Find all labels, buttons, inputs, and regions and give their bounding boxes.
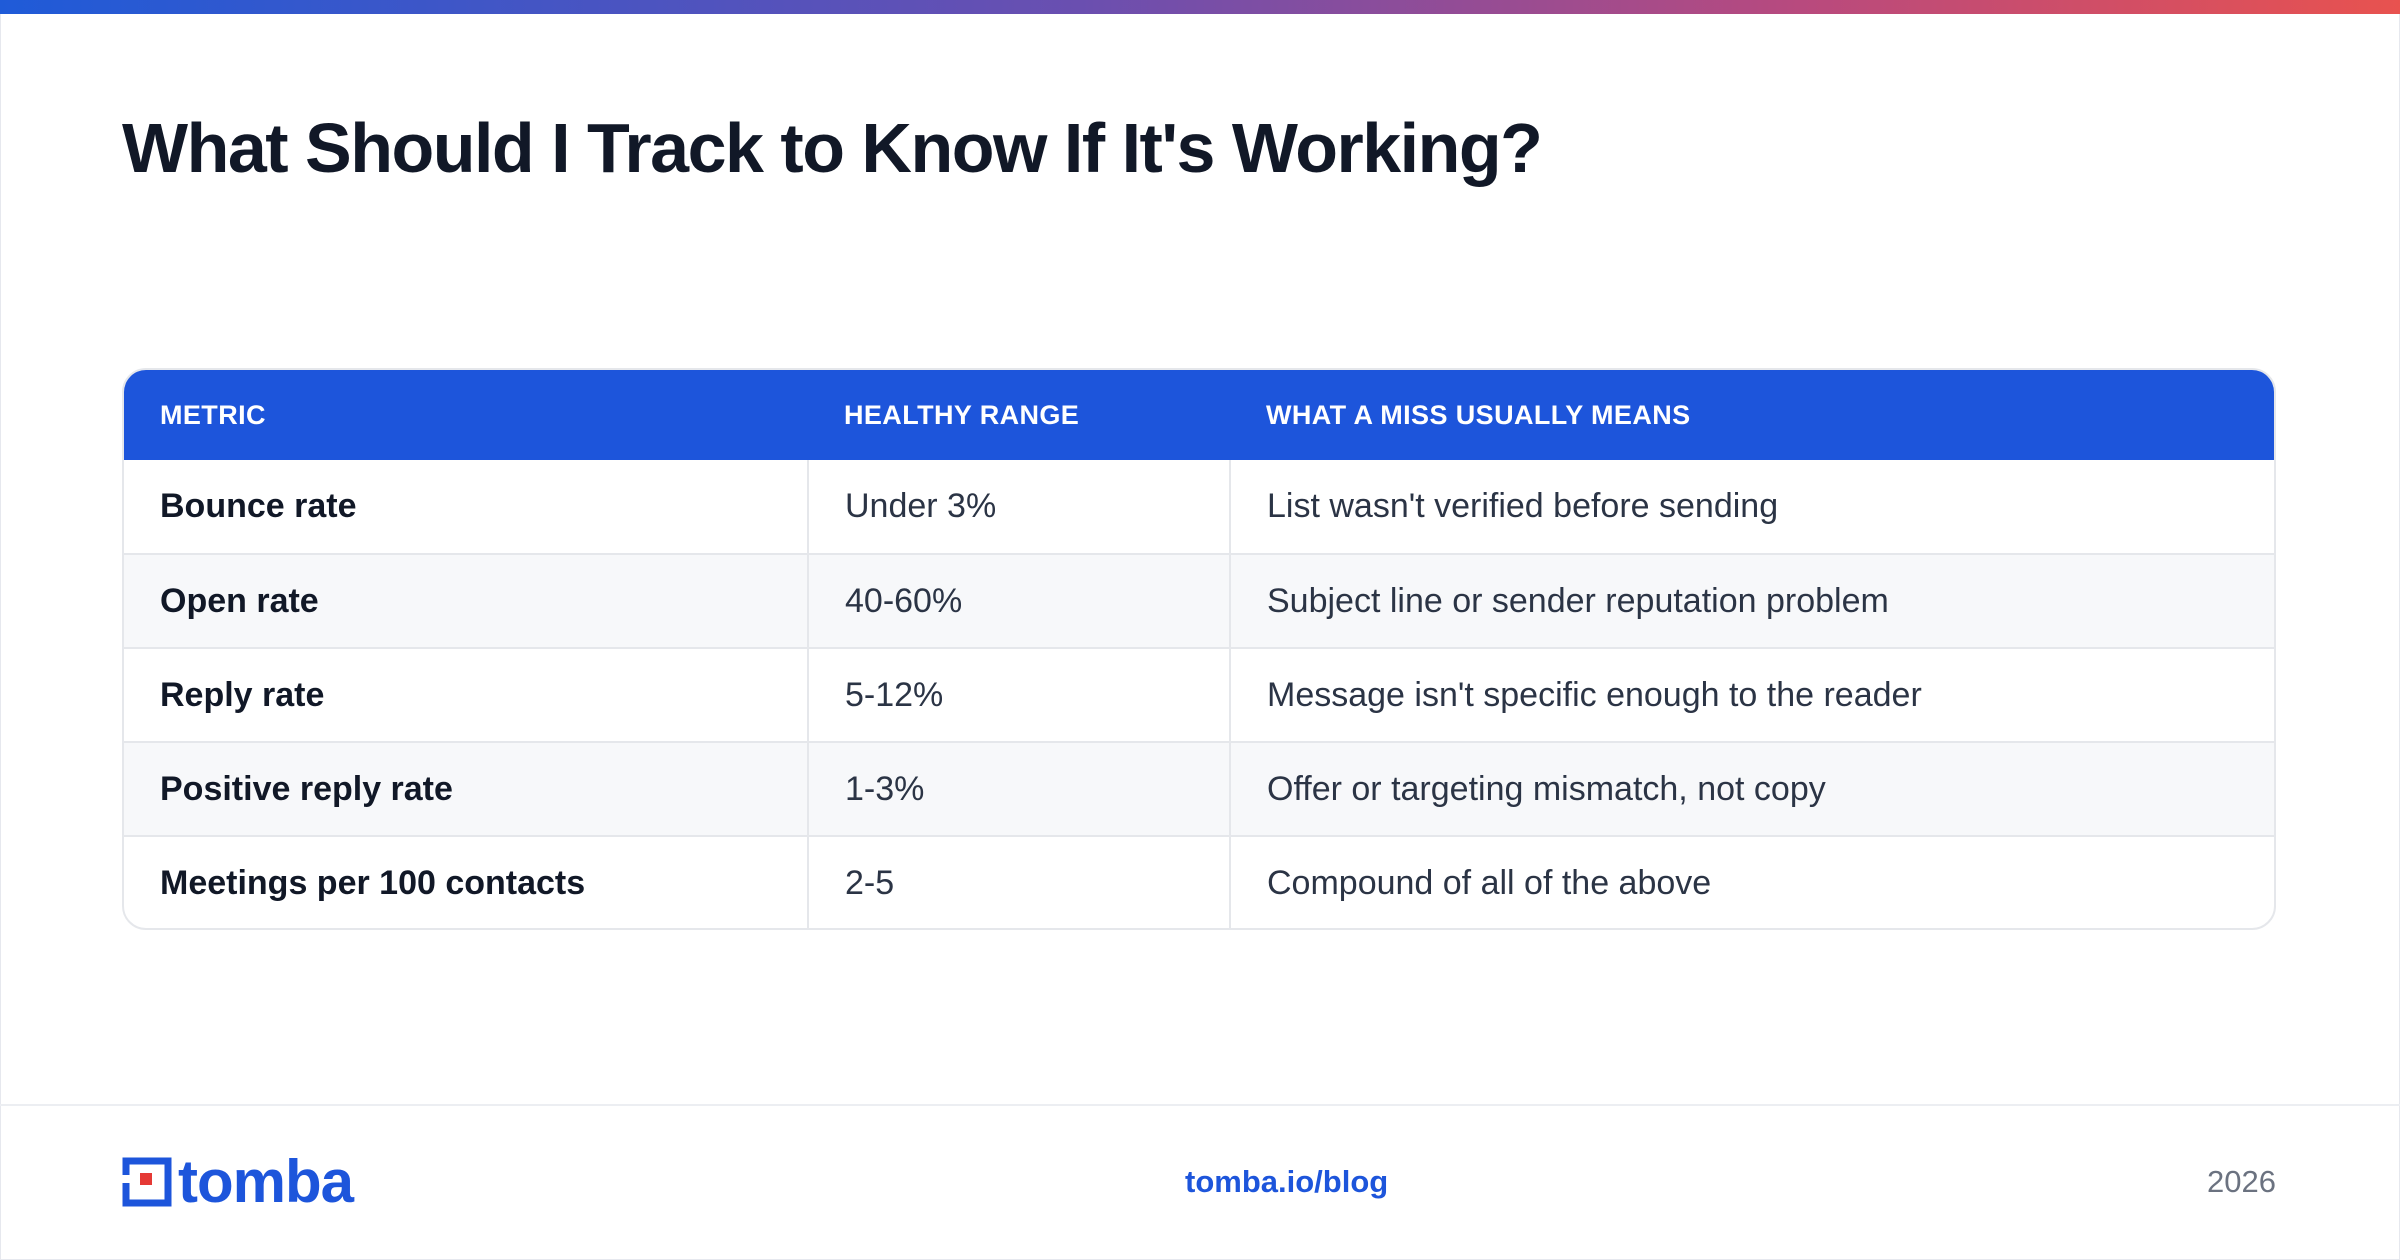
footer-divider [0, 1104, 2400, 1106]
metric-cell: Positive reply rate [124, 741, 808, 836]
logo-wordmark: tomba [178, 1148, 354, 1215]
table-row: Open rate 40-60% Subject line or sender … [124, 553, 2274, 648]
metrics-table: METRIC HEALTHY RANGE WHAT A MISS USUALLY… [122, 368, 2276, 930]
top-gradient-bar [0, 0, 2400, 14]
table-row: Bounce rate Under 3% List wasn't verifie… [124, 460, 2274, 554]
metric-cell: Open rate [124, 553, 808, 648]
meaning-cell: List wasn't verified before sending [1229, 460, 2274, 554]
header-healthy-range: HEALTHY RANGE [844, 399, 1080, 430]
header-miss-meaning: WHAT A MISS USUALLY MEANS [1266, 399, 1691, 430]
range-cell: 1-3% [807, 741, 1230, 836]
metric-cell: Meetings per 100 contacts [124, 835, 808, 928]
page-title: What Should I Track to Know If It's Work… [122, 109, 1543, 187]
table-header-row: METRIC HEALTHY RANGE WHAT A MISS USUALLY… [124, 370, 2274, 460]
range-cell: Under 3% [807, 460, 1230, 554]
table-row: Positive reply rate 1-3% Offer or target… [124, 741, 2274, 836]
table-row: Meetings per 100 contacts 2-5 Compound o… [124, 835, 2274, 928]
meaning-cell: Message isn't specific enough to the rea… [1229, 647, 2274, 742]
tomba-logo[interactable]: tomba [122, 1152, 354, 1212]
table-row: Reply rate 5-12% Message isn't specific … [124, 647, 2274, 742]
blog-link[interactable]: tomba.io/blog [1185, 1164, 1389, 1199]
meaning-cell: Compound of all of the above [1229, 835, 2274, 928]
meaning-cell: Subject line or sender reputation proble… [1229, 553, 2274, 648]
range-cell: 2-5 [807, 835, 1230, 928]
header-metric: METRIC [160, 399, 266, 430]
range-cell: 5-12% [807, 647, 1230, 742]
meaning-cell: Offer or targeting mismatch, not copy [1229, 741, 2274, 836]
footer-year: 2026 [2207, 1164, 2276, 1199]
metric-cell: Bounce rate [160, 487, 357, 525]
metric-cell: Reply rate [124, 647, 808, 742]
tomba-logo-icon [122, 1157, 172, 1207]
range-cell: 40-60% [807, 553, 1230, 648]
